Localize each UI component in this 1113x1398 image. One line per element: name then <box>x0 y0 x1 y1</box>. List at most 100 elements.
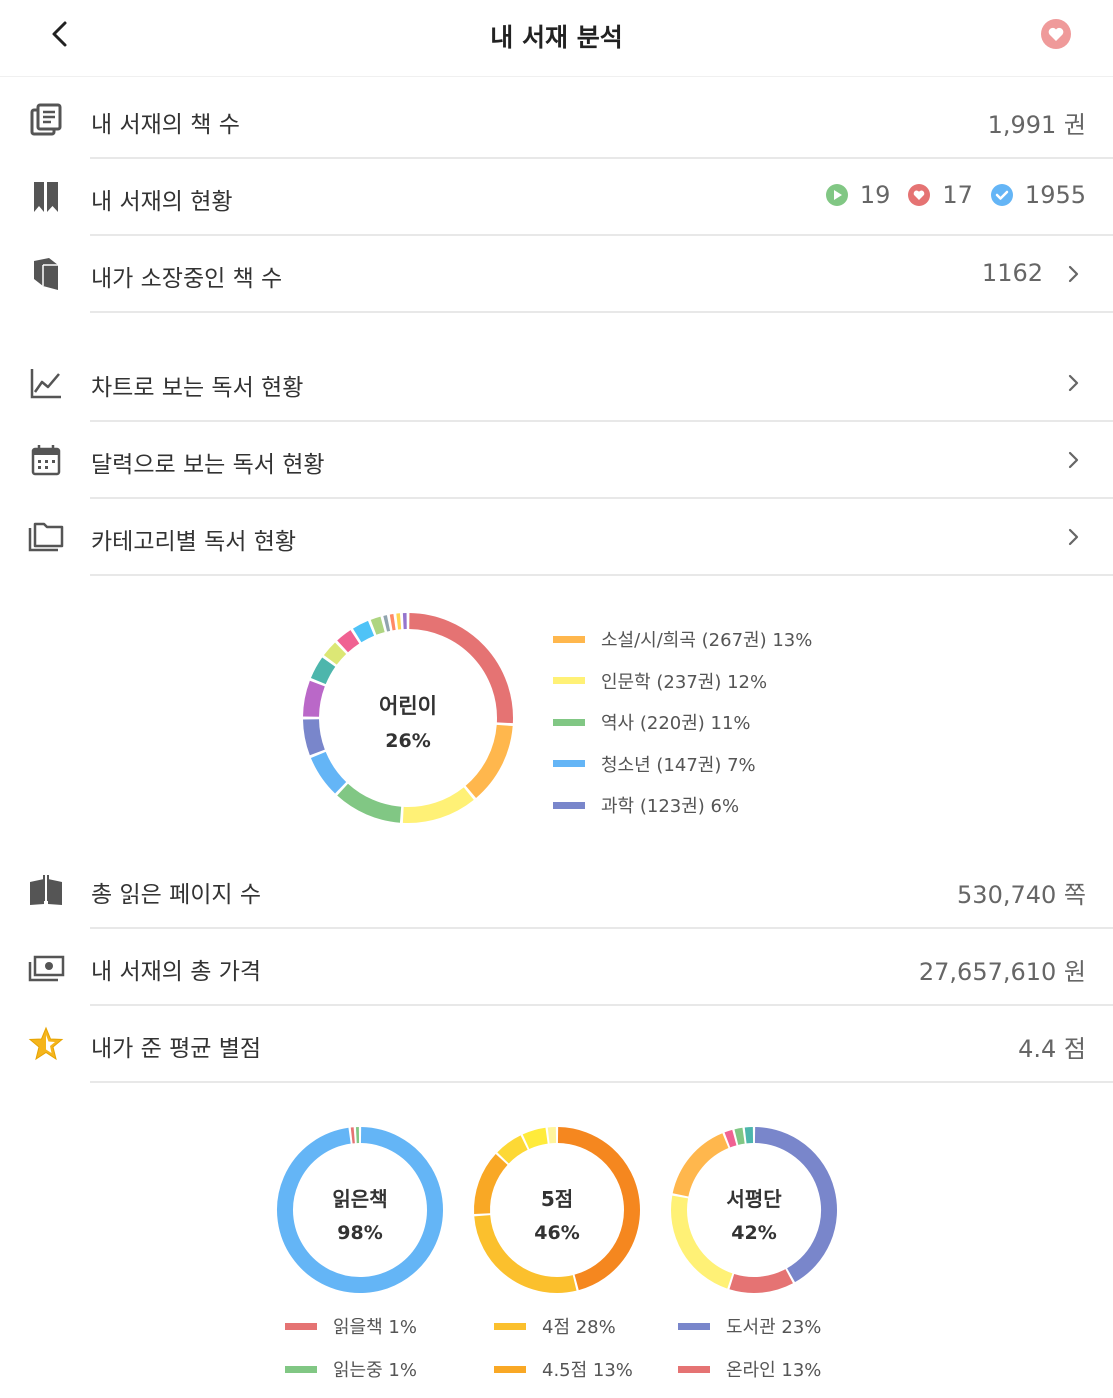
total-price-label: 내 서재의 총 가격 <box>91 959 262 985</box>
legend-label: 4.5점 13% <box>542 1360 633 1381</box>
total-price-value: 27,657,610 원 <box>918 958 1086 986</box>
book-count-value: 1,991 권 <box>987 111 1086 139</box>
page-title: 내 서재 분석 <box>490 23 623 52</box>
chart-reading-row[interactable]: 차트로 보는 독서 현황 <box>0 345 1113 422</box>
donut-slice-2 <box>402 787 474 823</box>
open-book-icon <box>30 875 62 905</box>
library-status-row: 내 서재의 현황 19 17 1955 <box>0 159 1113 236</box>
total-pages-label: 총 읽은 페이지 수 <box>91 882 262 908</box>
legend-label: 읽을책 1% <box>333 1317 417 1338</box>
back-button[interactable] <box>40 14 80 54</box>
divider <box>90 927 1113 929</box>
donut-slice-3 <box>497 1135 528 1164</box>
legend-item: 과학 (123권) 6% <box>553 792 739 818</box>
check-icon <box>990 184 1013 206</box>
divider <box>90 1004 1113 1006</box>
donut-slice-2 <box>671 1195 733 1289</box>
divider <box>90 420 1113 422</box>
owned-books-label: 내가 소장중인 책 수 <box>91 266 283 292</box>
donut-slice-7 <box>310 657 336 685</box>
legend-item: 4점 28% <box>494 1313 616 1339</box>
legend-label: 도서관 23% <box>726 1317 822 1338</box>
donut-slice-13 <box>389 614 396 631</box>
category-donut-title: 어린이 <box>379 694 437 718</box>
chevron-right-icon <box>1068 374 1079 392</box>
category-reading-label: 카테고리별 독서 현황 <box>91 529 297 555</box>
legend-swatch <box>494 1365 526 1373</box>
legend-swatch <box>285 1365 317 1373</box>
heart-icon <box>908 184 931 206</box>
total-price-row: 내 서재의 총 가격 27,657,610 원 <box>0 929 1113 1006</box>
acquisition-donut-value: 42% <box>731 1222 777 1244</box>
total-pages-row: 총 읽은 페이지 수 530,740 쪽 <box>0 852 1113 929</box>
legend-label: 온라인 13% <box>726 1360 822 1381</box>
divider <box>90 497 1113 499</box>
donut-slice-9 <box>337 630 360 653</box>
legend-item: 청소년 (147권) 7% <box>553 751 756 777</box>
reading-count: 19 <box>859 181 891 209</box>
calendar-reading-label: 달력으로 보는 독서 현황 <box>91 452 325 478</box>
divider <box>90 157 1113 159</box>
favorite-button[interactable] <box>1041 19 1071 49</box>
donut-slice-1 <box>729 1269 793 1293</box>
status-counts: 19 17 1955 <box>818 181 1086 209</box>
legend-item: 도서관 23% <box>678 1313 821 1339</box>
wish-count: 17 <box>942 181 973 209</box>
legend-swatch <box>553 718 585 726</box>
rating-donut-title: 5점 <box>540 1187 574 1211</box>
donut-slice-0 <box>754 1127 837 1283</box>
legend-item: 4.5점 13% <box>494 1356 633 1382</box>
divider <box>90 311 1113 313</box>
donut-slice-1 <box>474 1214 577 1293</box>
status-done: 1955 <box>990 181 1086 209</box>
chevron-right-icon <box>1068 528 1079 546</box>
legend-item: 인문학 (237권) 12% <box>553 668 767 694</box>
book-count-label: 내 서재의 책 수 <box>91 112 240 138</box>
donut-slice-8 <box>323 642 347 665</box>
donut-slice-0 <box>277 1127 443 1293</box>
avg-rating-value: 4.4 점 <box>1018 1035 1086 1063</box>
reading-status-donut-chart <box>277 1127 443 1293</box>
back-arrow-icon <box>52 21 67 47</box>
library-status-label: 내 서재의 현황 <box>91 189 233 215</box>
donut-slice-4 <box>310 751 347 794</box>
donut-slice-1 <box>465 724 513 798</box>
divider <box>90 234 1113 236</box>
donut-slice-0 <box>409 613 513 724</box>
calendar-reading-row[interactable]: 달력으로 보는 독서 현황 <box>0 422 1113 499</box>
star-icon <box>28 1026 64 1061</box>
total-pages-value: 530,740 쪽 <box>957 881 1086 909</box>
legend-label: 소설/시/희곡 (267권) 13% <box>601 630 813 651</box>
legend-swatch <box>285 1322 317 1330</box>
rating-donut-value: 46% <box>534 1222 580 1244</box>
divider <box>90 1081 1113 1083</box>
rating-donut-chart <box>474 1127 640 1293</box>
legend-swatch <box>553 760 585 767</box>
chart-reading-label: 차트로 보는 독서 현황 <box>91 375 304 401</box>
donut-slice-3 <box>337 783 402 823</box>
legend-item: 온라인 13% <box>678 1356 821 1382</box>
money-icon <box>28 955 65 982</box>
avg-rating-row: 내가 준 평균 별점 4.4 점 <box>0 1006 1113 1083</box>
reading-status-donut-title: 읽은책 <box>332 1187 388 1211</box>
folder-icon <box>28 522 64 552</box>
legend-label: 역사 (220권) 11% <box>601 713 751 734</box>
legend-swatch <box>494 1322 526 1330</box>
legend-item: 읽는중 1% <box>285 1356 417 1382</box>
category-reading-row[interactable]: 카테고리별 독서 현황 <box>0 499 1113 576</box>
owned-books-value: 1162 <box>981 259 1043 287</box>
app-header: 내 서재 분석 <box>0 0 1113 77</box>
legend-label: 과학 (123권) 6% <box>601 796 740 817</box>
legend-swatch <box>678 1322 710 1330</box>
donut-slice-12 <box>383 615 391 632</box>
play-icon <box>825 184 848 206</box>
book-icon <box>34 258 58 290</box>
acquisition-donut-chart <box>671 1127 837 1293</box>
library-books-icon <box>30 103 62 136</box>
legend-swatch <box>553 635 585 643</box>
chevron-right-icon <box>1068 451 1079 469</box>
legend-label: 청소년 (147권) 7% <box>601 754 756 776</box>
book-count-row: 내 서재의 책 수 1,991 권 <box>0 82 1113 159</box>
owned-books-row[interactable]: 내가 소장중인 책 수 1162 <box>0 236 1113 313</box>
legend-item: 소설/시/희곡 (267권) 13% <box>553 626 812 652</box>
